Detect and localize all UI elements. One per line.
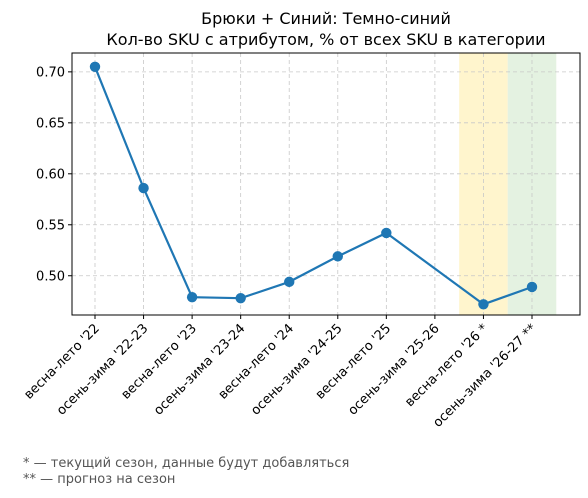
- data-point: [526, 281, 538, 293]
- y-tick-label: 0.65: [36, 116, 65, 131]
- y-axis: 0.50 0.55 0.60 0.65 0.70: [36, 65, 72, 284]
- data-point: [235, 292, 246, 304]
- footnote-current-season: * — текущий сезон, данные будут добавлят…: [23, 456, 350, 471]
- y-tick-label: 0.60: [36, 167, 65, 182]
- data-point: [186, 291, 198, 303]
- x-tick-label: осень-зима '25-26: [345, 321, 442, 418]
- grid-lines: [72, 53, 580, 315]
- x-tick-label: осень-зима '23-24: [151, 321, 248, 418]
- footnote-forecast: ** — прогноз на сезон: [23, 472, 176, 487]
- data-point: [381, 227, 392, 239]
- x-tick-label: осень-зима '22-23: [54, 321, 151, 418]
- data-point: [332, 251, 343, 262]
- chart-title-line-2: Кол-во SKU с атрибутом, % от всех SKU в …: [106, 30, 545, 49]
- x-tick-label: осень-зима '24-25: [248, 321, 345, 418]
- data-point: [89, 61, 101, 72]
- chart-title-line-1: Брюки + Синий: Темно-синий: [201, 9, 451, 28]
- series-line-group: [89, 61, 538, 310]
- y-tick-label: 0.70: [36, 65, 65, 80]
- data-point: [478, 299, 489, 310]
- y-tick-label: 0.55: [36, 218, 65, 233]
- x-tick-label: весна-лето '26 *: [402, 321, 491, 410]
- data-point: [284, 276, 295, 288]
- data-point: [138, 182, 149, 194]
- y-tick-label: 0.50: [36, 269, 65, 284]
- plot-frame: [71, 52, 581, 316]
